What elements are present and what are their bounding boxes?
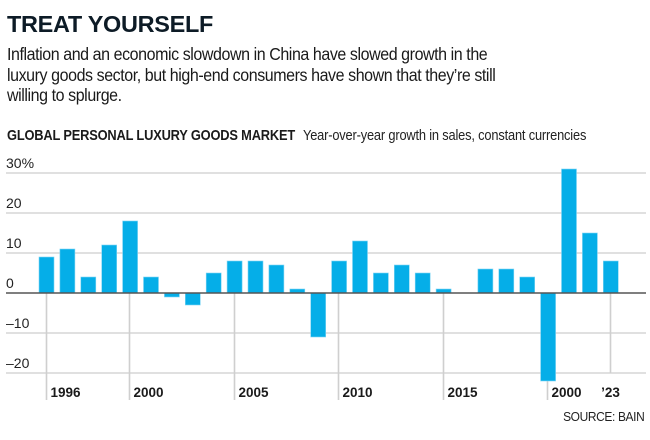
dek: Inflation and an economic slowdown in Ch… xyxy=(7,44,602,106)
bar-2006 xyxy=(247,260,264,294)
bar-2014 xyxy=(414,272,431,294)
bar-2017 xyxy=(477,268,494,294)
x-tick-label: 2005 xyxy=(239,385,270,400)
bar-2001 xyxy=(143,276,159,294)
bar-2011 xyxy=(352,240,368,294)
bar-2005 xyxy=(226,260,243,294)
bar-2022 xyxy=(582,232,598,294)
dek-line: luxury goods sector, but high-end consum… xyxy=(7,64,496,85)
bar-2009 xyxy=(310,292,327,338)
bar-2003 xyxy=(185,292,201,306)
y-tick-label: 10 xyxy=(6,235,22,251)
x-tick-label: ’23 xyxy=(601,385,620,400)
bar-1998 xyxy=(80,276,97,294)
y-tick-label: –20 xyxy=(6,355,30,371)
bar-1996 xyxy=(38,256,55,294)
bar-2018 xyxy=(498,268,515,294)
x-tick-label: 2000 xyxy=(134,385,164,400)
x-tick-label: 2010 xyxy=(343,385,373,400)
x-tick-label: 2000 xyxy=(552,385,582,400)
headline: TREAT YOURSELF xyxy=(7,11,214,37)
bar-2023 xyxy=(602,260,619,294)
y-tick-label: –10 xyxy=(6,315,30,331)
bar-2012 xyxy=(373,272,389,294)
x-tick-labels: 1996 2000 2005 2010 2015 2000 ’23 xyxy=(51,385,621,400)
bar-2021 xyxy=(561,168,577,294)
chart-title: GLOBAL PERSONAL LUXURY GOODS MARKET xyxy=(7,128,296,144)
x-tick-label: 1996 xyxy=(51,385,82,400)
chart-subtitle: Year-over-year growth in sales, constant… xyxy=(302,128,587,144)
dek-line: willing to splurge. xyxy=(7,85,122,106)
bar-2007 xyxy=(268,264,285,294)
chart-header: GLOBAL PERSONAL LUXURY GOODS MARKET Year-… xyxy=(7,128,586,144)
bar-2010 xyxy=(331,260,347,294)
x-tick-lines xyxy=(45,293,612,400)
bar-2019 xyxy=(519,276,536,294)
bar-2004 xyxy=(205,272,222,294)
y-tick-labels: 30% 20 10 0 –10 –20 xyxy=(6,155,34,371)
y-tick-label: 20 xyxy=(6,195,22,211)
dek-line: Inflation and an economic slowdown in Ch… xyxy=(7,44,488,64)
bar-1999 xyxy=(101,244,117,294)
y-tick-label: 30% xyxy=(6,155,34,171)
source-note: SOURCE: BAIN xyxy=(562,409,645,424)
y-tick-label: 0 xyxy=(6,275,14,291)
bar-2020 xyxy=(540,292,556,382)
bar-1997 xyxy=(59,248,76,294)
x-tick-label: 2015 xyxy=(448,385,479,400)
bar-2000 xyxy=(122,220,138,294)
bars xyxy=(38,168,619,382)
bar-2013 xyxy=(393,264,410,294)
